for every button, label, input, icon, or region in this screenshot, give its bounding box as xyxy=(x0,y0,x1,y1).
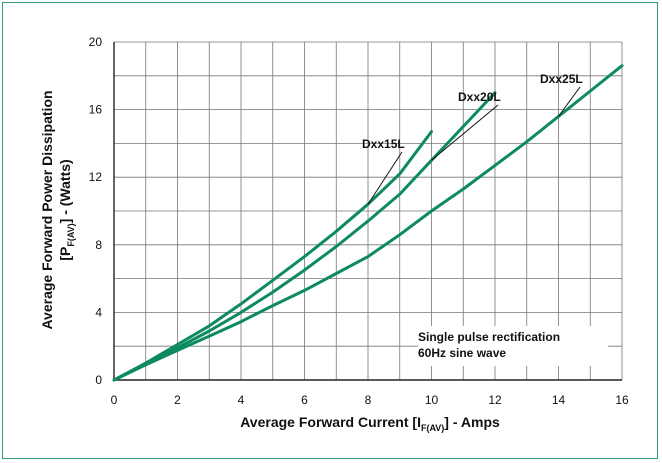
series-label-dxx15l: Dxx15L xyxy=(362,137,405,151)
x-tick-label: 12 xyxy=(488,393,502,407)
y-tick-label: 8 xyxy=(95,238,102,252)
y-tick-label: 4 xyxy=(95,305,102,319)
x-tick-label: 2 xyxy=(174,393,181,407)
x-tick-label: 16 xyxy=(615,393,629,407)
y-axis-label-line2: [PF(AV)] - (Watts) xyxy=(57,159,76,260)
x-tick-label: 4 xyxy=(238,393,245,407)
series-label-dxx20l: Dxx20L xyxy=(458,90,501,104)
chart-frame xyxy=(2,2,658,459)
y-tick-label: 16 xyxy=(89,103,103,117)
series-leader-dxx25l xyxy=(558,86,581,117)
x-tick-label: 0 xyxy=(111,393,118,407)
y-tick-label: 20 xyxy=(89,35,103,49)
series-line-dxx15l xyxy=(112,130,433,382)
series-label-dxx25l: Dxx25L xyxy=(540,72,583,86)
series-leader-dxx15l xyxy=(367,151,403,205)
series-line-dxx25l xyxy=(112,64,624,382)
y-axis-label: Average Forward Power Dissipation [PF(AV… xyxy=(39,90,76,329)
y-tick-label: 0 xyxy=(95,373,102,387)
x-tick-label: 6 xyxy=(301,393,308,407)
series-leader-dxx20l xyxy=(431,104,499,161)
annotation-line2: 60Hz sine wave xyxy=(418,346,506,360)
x-tick-label: 10 xyxy=(425,393,439,407)
annotation-box xyxy=(418,326,608,366)
x-tick-label: 14 xyxy=(552,393,566,407)
series-labels: Dxx15L Dxx20L Dxx25L xyxy=(362,72,583,205)
x-tick-label: 8 xyxy=(365,393,372,407)
annotation-line1: Single pulse rectification xyxy=(418,330,560,344)
x-axis-label: Average Forward Current [IF(AV)] - Amps xyxy=(240,414,500,433)
y-tick-label: 12 xyxy=(89,170,103,184)
tick-labels: 0 2 4 6 8 10 12 14 16 0 4 8 12 16 20 xyxy=(89,35,629,407)
grid-lines xyxy=(113,41,623,381)
y-axis-label-line1: Average Forward Power Dissipation xyxy=(39,90,55,329)
